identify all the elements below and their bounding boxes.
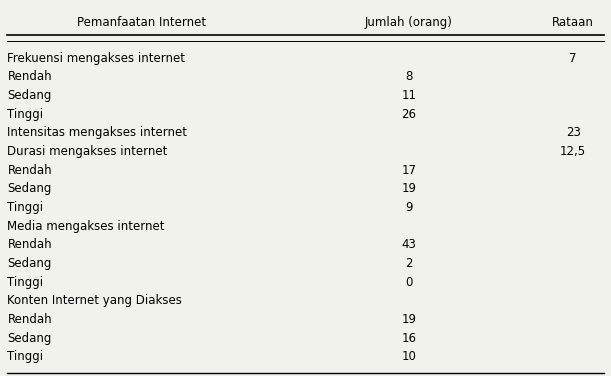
Text: Sedang: Sedang [7,332,52,345]
Text: 16: 16 [401,332,417,345]
Text: Jumlah (orang): Jumlah (orang) [365,16,453,29]
Text: 7: 7 [569,52,577,65]
Text: 19: 19 [401,313,417,326]
Text: 0: 0 [405,276,412,289]
Text: 26: 26 [401,108,417,121]
Text: 9: 9 [405,201,412,214]
Text: 19: 19 [401,182,417,196]
Text: Frekuensi mengakses internet: Frekuensi mengakses internet [7,52,186,65]
Text: 11: 11 [401,89,417,102]
Text: Sedang: Sedang [7,182,52,196]
Text: 8: 8 [405,70,412,83]
Text: 2: 2 [405,257,412,270]
Text: Tinggi: Tinggi [7,350,43,363]
Text: 17: 17 [401,164,417,177]
Text: Sedang: Sedang [7,89,52,102]
Text: 12,5: 12,5 [560,145,586,158]
Text: Media mengakses internet: Media mengakses internet [7,220,165,233]
Text: Tinggi: Tinggi [7,108,43,121]
Text: Rataan: Rataan [552,16,594,29]
Text: Rendah: Rendah [7,70,52,83]
Text: Durasi mengakses internet: Durasi mengakses internet [7,145,168,158]
Text: Pemanfaatan Internet: Pemanfaatan Internet [77,16,206,29]
Text: Konten Internet yang Diakses: Konten Internet yang Diakses [7,294,182,307]
Text: Tinggi: Tinggi [7,276,43,289]
Text: Rendah: Rendah [7,238,52,252]
Text: Rendah: Rendah [7,313,52,326]
Text: Sedang: Sedang [7,257,52,270]
Text: Tinggi: Tinggi [7,201,43,214]
Text: 43: 43 [401,238,416,252]
Text: Rendah: Rendah [7,164,52,177]
Text: Intensitas mengakses internet: Intensitas mengakses internet [7,126,188,139]
Text: 23: 23 [566,126,580,139]
Text: 10: 10 [401,350,416,363]
